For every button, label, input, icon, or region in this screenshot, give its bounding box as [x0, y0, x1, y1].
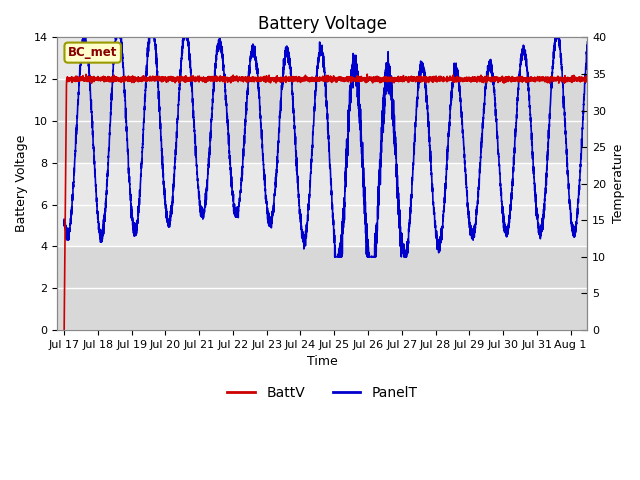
Text: BC_met: BC_met — [68, 46, 117, 59]
Y-axis label: Temperature: Temperature — [612, 144, 625, 223]
Legend: BattV, PanelT: BattV, PanelT — [221, 380, 423, 405]
Y-axis label: Battery Voltage: Battery Voltage — [15, 135, 28, 232]
Bar — [58, 79, 588, 163]
Bar — [58, 246, 588, 330]
Bar — [58, 163, 588, 246]
X-axis label: Time: Time — [307, 355, 338, 368]
Title: Battery Voltage: Battery Voltage — [258, 15, 387, 33]
Bar — [58, 37, 588, 79]
